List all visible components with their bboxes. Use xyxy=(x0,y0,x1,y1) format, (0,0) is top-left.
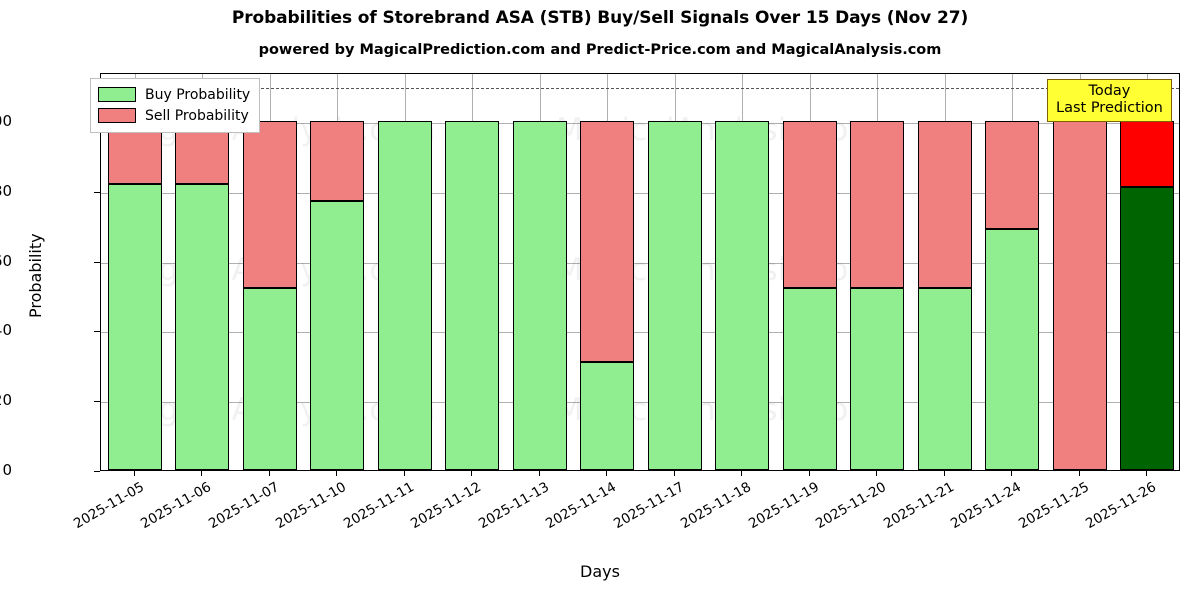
y-axis-tick-mark xyxy=(94,261,100,263)
x-axis-tick-mark xyxy=(808,471,810,476)
x-axis-tick-mark xyxy=(1146,471,1148,476)
legend-item[interactable]: Buy Probability xyxy=(98,84,250,105)
bar-segment-sell[interactable] xyxy=(985,120,1040,230)
x-axis-tick-mark xyxy=(1011,471,1013,476)
plot-area: MagicalAnalysis.comMagicalAnalysis.comMa… xyxy=(100,73,1180,471)
bar-group[interactable] xyxy=(377,74,432,470)
bar-segment-buy[interactable] xyxy=(377,120,432,470)
reference-dashed-line xyxy=(101,87,1179,89)
x-axis-tick-mark xyxy=(606,471,608,476)
gridline-horizontal xyxy=(101,192,1179,194)
bar-segment-buy[interactable] xyxy=(917,288,972,470)
bar-group[interactable] xyxy=(1120,74,1175,470)
bar-segment-buy[interactable] xyxy=(647,120,702,470)
y-axis-label: Probability xyxy=(26,233,45,318)
legend-swatch-icon xyxy=(98,87,136,102)
bar-segment-buy[interactable] xyxy=(985,229,1040,470)
today-annotation-line-1: Today xyxy=(1088,83,1131,99)
x-axis-tick-mark xyxy=(403,471,405,476)
today-annotation: Today Last Prediction xyxy=(1047,79,1172,123)
y-axis-tick-mark xyxy=(94,471,100,472)
y-axis-tick-label: 20 xyxy=(0,391,12,410)
legend-swatch-icon xyxy=(98,108,136,123)
y-axis-tick-label: 0 xyxy=(2,461,12,479)
y-axis-tick-label: 100 xyxy=(0,111,12,130)
bar-group[interactable] xyxy=(917,74,972,470)
bar-segment-sell[interactable] xyxy=(580,120,635,362)
bar-group[interactable] xyxy=(782,74,837,470)
bar-segment-buy[interactable] xyxy=(580,361,635,470)
x-axis-tick-mark xyxy=(268,471,270,476)
x-axis-tick-mark xyxy=(471,471,473,476)
bar-segment-buy[interactable] xyxy=(310,201,365,470)
gridline-horizontal xyxy=(101,332,1179,334)
bar-segment-buy[interactable] xyxy=(242,288,297,470)
chart-legend: Buy Probability Sell Probability xyxy=(90,78,261,133)
x-axis-label: Days xyxy=(580,562,620,581)
x-axis-tick-mark xyxy=(876,471,878,476)
x-axis-tick-mark xyxy=(133,471,135,476)
y-axis-tick-mark xyxy=(94,191,100,193)
bar-segment-buy[interactable] xyxy=(445,120,500,470)
gridline-horizontal xyxy=(101,262,1179,264)
bar-group[interactable] xyxy=(445,74,500,470)
chart-title: Probabilities of Storebrand ASA (STB) Bu… xyxy=(231,8,969,28)
chart-subtitle: powered by MagicalPrediction.com and Pre… xyxy=(258,42,942,58)
bar-segment-buy[interactable] xyxy=(1120,187,1175,470)
y-axis-tick-mark xyxy=(94,401,100,403)
bar-group[interactable] xyxy=(715,74,770,470)
x-axis-tick-mark xyxy=(673,471,675,476)
y-axis-tick-mark xyxy=(94,331,100,333)
bar-segment-buy[interactable] xyxy=(782,288,837,470)
bar-group[interactable] xyxy=(242,74,297,470)
bars-layer xyxy=(101,74,1179,470)
bar-segment-buy[interactable] xyxy=(175,183,230,470)
bar-segment-buy[interactable] xyxy=(107,183,162,470)
x-axis-tick-mark xyxy=(741,471,743,476)
gridline-horizontal xyxy=(101,122,1179,124)
bar-segment-sell[interactable] xyxy=(782,120,837,289)
x-axis-tick-mark xyxy=(538,471,540,476)
x-axis-tick-mark xyxy=(1078,471,1080,476)
bar-segment-sell[interactable] xyxy=(1052,120,1107,470)
legend-item-label: Buy Probability xyxy=(145,86,251,103)
bar-group[interactable] xyxy=(580,74,635,470)
bar-group[interactable] xyxy=(512,74,567,470)
bar-segment-sell[interactable] xyxy=(1120,120,1175,188)
bar-segment-sell[interactable] xyxy=(310,120,365,202)
legend-item-label: Sell Probability xyxy=(145,107,249,124)
bar-segment-sell[interactable] xyxy=(850,120,905,289)
x-axis-tick-mark xyxy=(943,471,945,476)
bar-segment-buy[interactable] xyxy=(850,288,905,470)
today-annotation-line-2: Last Prediction xyxy=(1056,100,1163,117)
y-axis-tick-label: 60 xyxy=(0,251,12,270)
y-axis-tick-label: 80 xyxy=(0,181,12,200)
y-axis-tick-label: 40 xyxy=(0,321,12,340)
bar-group[interactable] xyxy=(1052,74,1107,470)
bar-segment-buy[interactable] xyxy=(512,120,567,470)
bar-group[interactable] xyxy=(310,74,365,470)
gridline-horizontal xyxy=(101,402,1179,404)
bar-group[interactable] xyxy=(985,74,1040,470)
bar-group[interactable] xyxy=(647,74,702,470)
bar-segment-sell[interactable] xyxy=(242,120,297,289)
bar-segment-sell[interactable] xyxy=(917,120,972,289)
x-axis-tick-mark xyxy=(201,471,203,476)
legend-item[interactable]: Sell Probability xyxy=(98,105,250,126)
bar-segment-buy[interactable] xyxy=(715,120,770,470)
x-axis-tick-mark xyxy=(336,471,338,476)
bar-group[interactable] xyxy=(850,74,905,470)
